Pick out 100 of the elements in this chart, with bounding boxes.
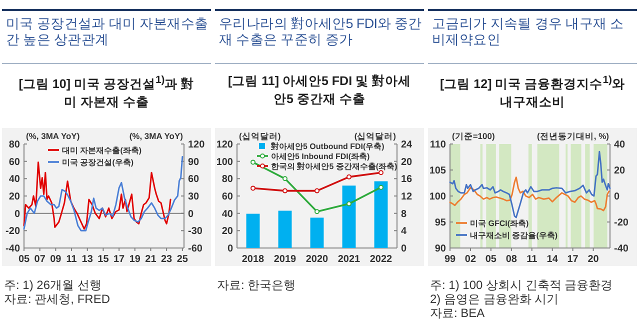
chart-subtitle: [그림 11] 아세안5 FDI 및 對아세안5 중간재 수출 xyxy=(227,73,412,108)
x-tick-label: 05 xyxy=(18,254,30,265)
y2-axis-title: (십억달러) xyxy=(354,131,396,141)
point xyxy=(346,201,352,206)
y2-tick-label: -60 xyxy=(188,244,203,254)
chart-title: 우리나라의 對아세안5 FDI와 중간재 수출은 꾸준히 증가 xyxy=(219,16,423,48)
point xyxy=(314,188,320,194)
point xyxy=(314,209,320,214)
bar xyxy=(246,214,260,248)
text: [그림 12] 미국 금융환경지수$^{1)}$와 내구재소비 xyxy=(440,75,625,110)
x-tick-label: 19 xyxy=(129,254,141,265)
legend-label: 대미 자본재수출(좌축) xyxy=(62,146,142,155)
point xyxy=(250,186,256,191)
x-tick-label: 23 xyxy=(161,254,173,265)
y2-tick-label: -20 xyxy=(614,218,629,228)
x-tick-label: 2022 xyxy=(370,254,393,265)
point xyxy=(282,176,288,182)
y2-tick-label: 8 xyxy=(401,208,407,220)
y2-tick-label: 20 xyxy=(614,166,626,176)
x-tick-label: 09 xyxy=(50,254,62,265)
y2-tick-label: 0 xyxy=(401,244,407,254)
text: 자료: 관세청, FRED xyxy=(4,292,112,306)
y-tick-label: 90 xyxy=(434,244,446,254)
y2-tick-label: 12 xyxy=(401,192,413,202)
y-tick-label: 105 xyxy=(429,166,446,176)
y2-tick-label: 90 xyxy=(188,156,200,168)
y-tick-label: 110 xyxy=(430,140,446,150)
y2-tick-label: 60 xyxy=(188,174,200,186)
y-tick-label: 20 xyxy=(8,192,20,202)
y-axis-title: (십억달러) xyxy=(239,131,281,141)
line-series xyxy=(449,176,610,212)
y-tick-label: -40 xyxy=(6,244,20,254)
x-tick-label: 02 xyxy=(464,254,476,265)
legend-label: 미국 공장건설(우축) xyxy=(62,158,134,167)
y-tick-label: 100 xyxy=(429,192,446,202)
y2-tick-label: 0 xyxy=(188,208,194,220)
bar xyxy=(374,181,388,248)
y-tick-label: 40 xyxy=(8,174,20,186)
y-tick-label: 0 xyxy=(227,244,234,254)
point xyxy=(282,188,288,194)
x-tick-label: 13 xyxy=(82,254,94,265)
text: 주: 1) 100 상회시 긴축적 금융환경 xyxy=(430,278,614,292)
y-tick-label: 80 xyxy=(222,174,234,186)
x-tick-label: 15 xyxy=(98,254,110,265)
y-tick-label: 120 xyxy=(216,140,234,150)
y-tick-label: 40 xyxy=(222,208,234,220)
y-tick-label: 20 xyxy=(222,226,234,238)
y-tick-label: 0 xyxy=(14,208,20,220)
point xyxy=(250,160,256,165)
y-tick-label: 60 xyxy=(222,192,234,202)
y2-tick-label: 4 xyxy=(401,226,407,238)
y2-tick-label: 24 xyxy=(401,140,413,150)
bar xyxy=(278,210,292,248)
text: 자료: 한국은행 xyxy=(217,278,297,292)
x-tick-label: 11 xyxy=(66,254,78,265)
y-tick-label: 80 xyxy=(8,140,20,150)
y2-tick-label: 40 xyxy=(614,140,626,150)
line-series xyxy=(449,150,611,218)
x-tick-label: 20 xyxy=(588,254,600,265)
y-tick-label: 100 xyxy=(216,156,234,168)
y-tick-label: 95 xyxy=(434,218,446,228)
x-tick-label: 11 xyxy=(526,254,538,265)
y2-tick-label: 0 xyxy=(614,192,620,202)
x-tick-label: 2019 xyxy=(274,254,297,265)
legend-label: 아세안5 Inbound FDI(좌축) xyxy=(271,152,370,161)
x-tick-label: 99 xyxy=(444,254,456,265)
legend-label: 미국 GFCI(좌축) xyxy=(470,219,529,228)
x-tick-label: 14 xyxy=(546,254,558,265)
y2-tick-label: 30 xyxy=(188,192,200,202)
x-tick-label: 2020 xyxy=(306,254,329,265)
chart-title: 고금리가 지속될 경우 내구재 소비제약요인 xyxy=(432,16,625,48)
legend-label: 對아세안5 Outbound FDI(우축) xyxy=(270,142,385,151)
y-axis-title: (기준=100) xyxy=(452,131,495,141)
x-tick-label: 17 xyxy=(567,254,579,265)
bar xyxy=(310,218,324,248)
x-tick-label: 08 xyxy=(506,254,518,265)
x-tick-label: 25 xyxy=(176,254,188,265)
y2-axis-title: (%, 3MA YoY) xyxy=(129,131,184,141)
line-series xyxy=(23,156,184,232)
y2-tick-label: 120 xyxy=(188,140,206,150)
text: 자료: BEA xyxy=(430,306,486,320)
y2-tick-label: 16 xyxy=(401,174,413,186)
y2-axis-title: (전년동기대비, %) xyxy=(537,131,610,141)
x-tick-label: 2021 xyxy=(338,254,361,265)
point xyxy=(378,184,384,190)
x-tick-label: 05 xyxy=(485,254,497,265)
y-tick-label: -20 xyxy=(6,226,20,238)
text: [그림 10] 미국 공장건설$^{1)}$과 對미 자본재 수출 xyxy=(18,75,194,110)
y2-tick-label: 20 xyxy=(401,156,413,168)
y2-tick-label: -30 xyxy=(188,226,203,238)
y-axis-title: (%, 3MA YoY) xyxy=(26,131,80,141)
x-tick-label: 07 xyxy=(34,254,46,265)
text: 2) 음영은 금융완화 시기 xyxy=(430,292,560,306)
bar xyxy=(342,186,356,248)
text: 주: 1) 26개월 선행 xyxy=(4,278,102,292)
x-tick-label: 2018 xyxy=(242,254,265,265)
x-tick-label: 21 xyxy=(145,254,157,265)
y2-tick-label: -40 xyxy=(614,244,629,254)
x-tick-label: 17 xyxy=(113,254,126,265)
point xyxy=(346,174,352,180)
